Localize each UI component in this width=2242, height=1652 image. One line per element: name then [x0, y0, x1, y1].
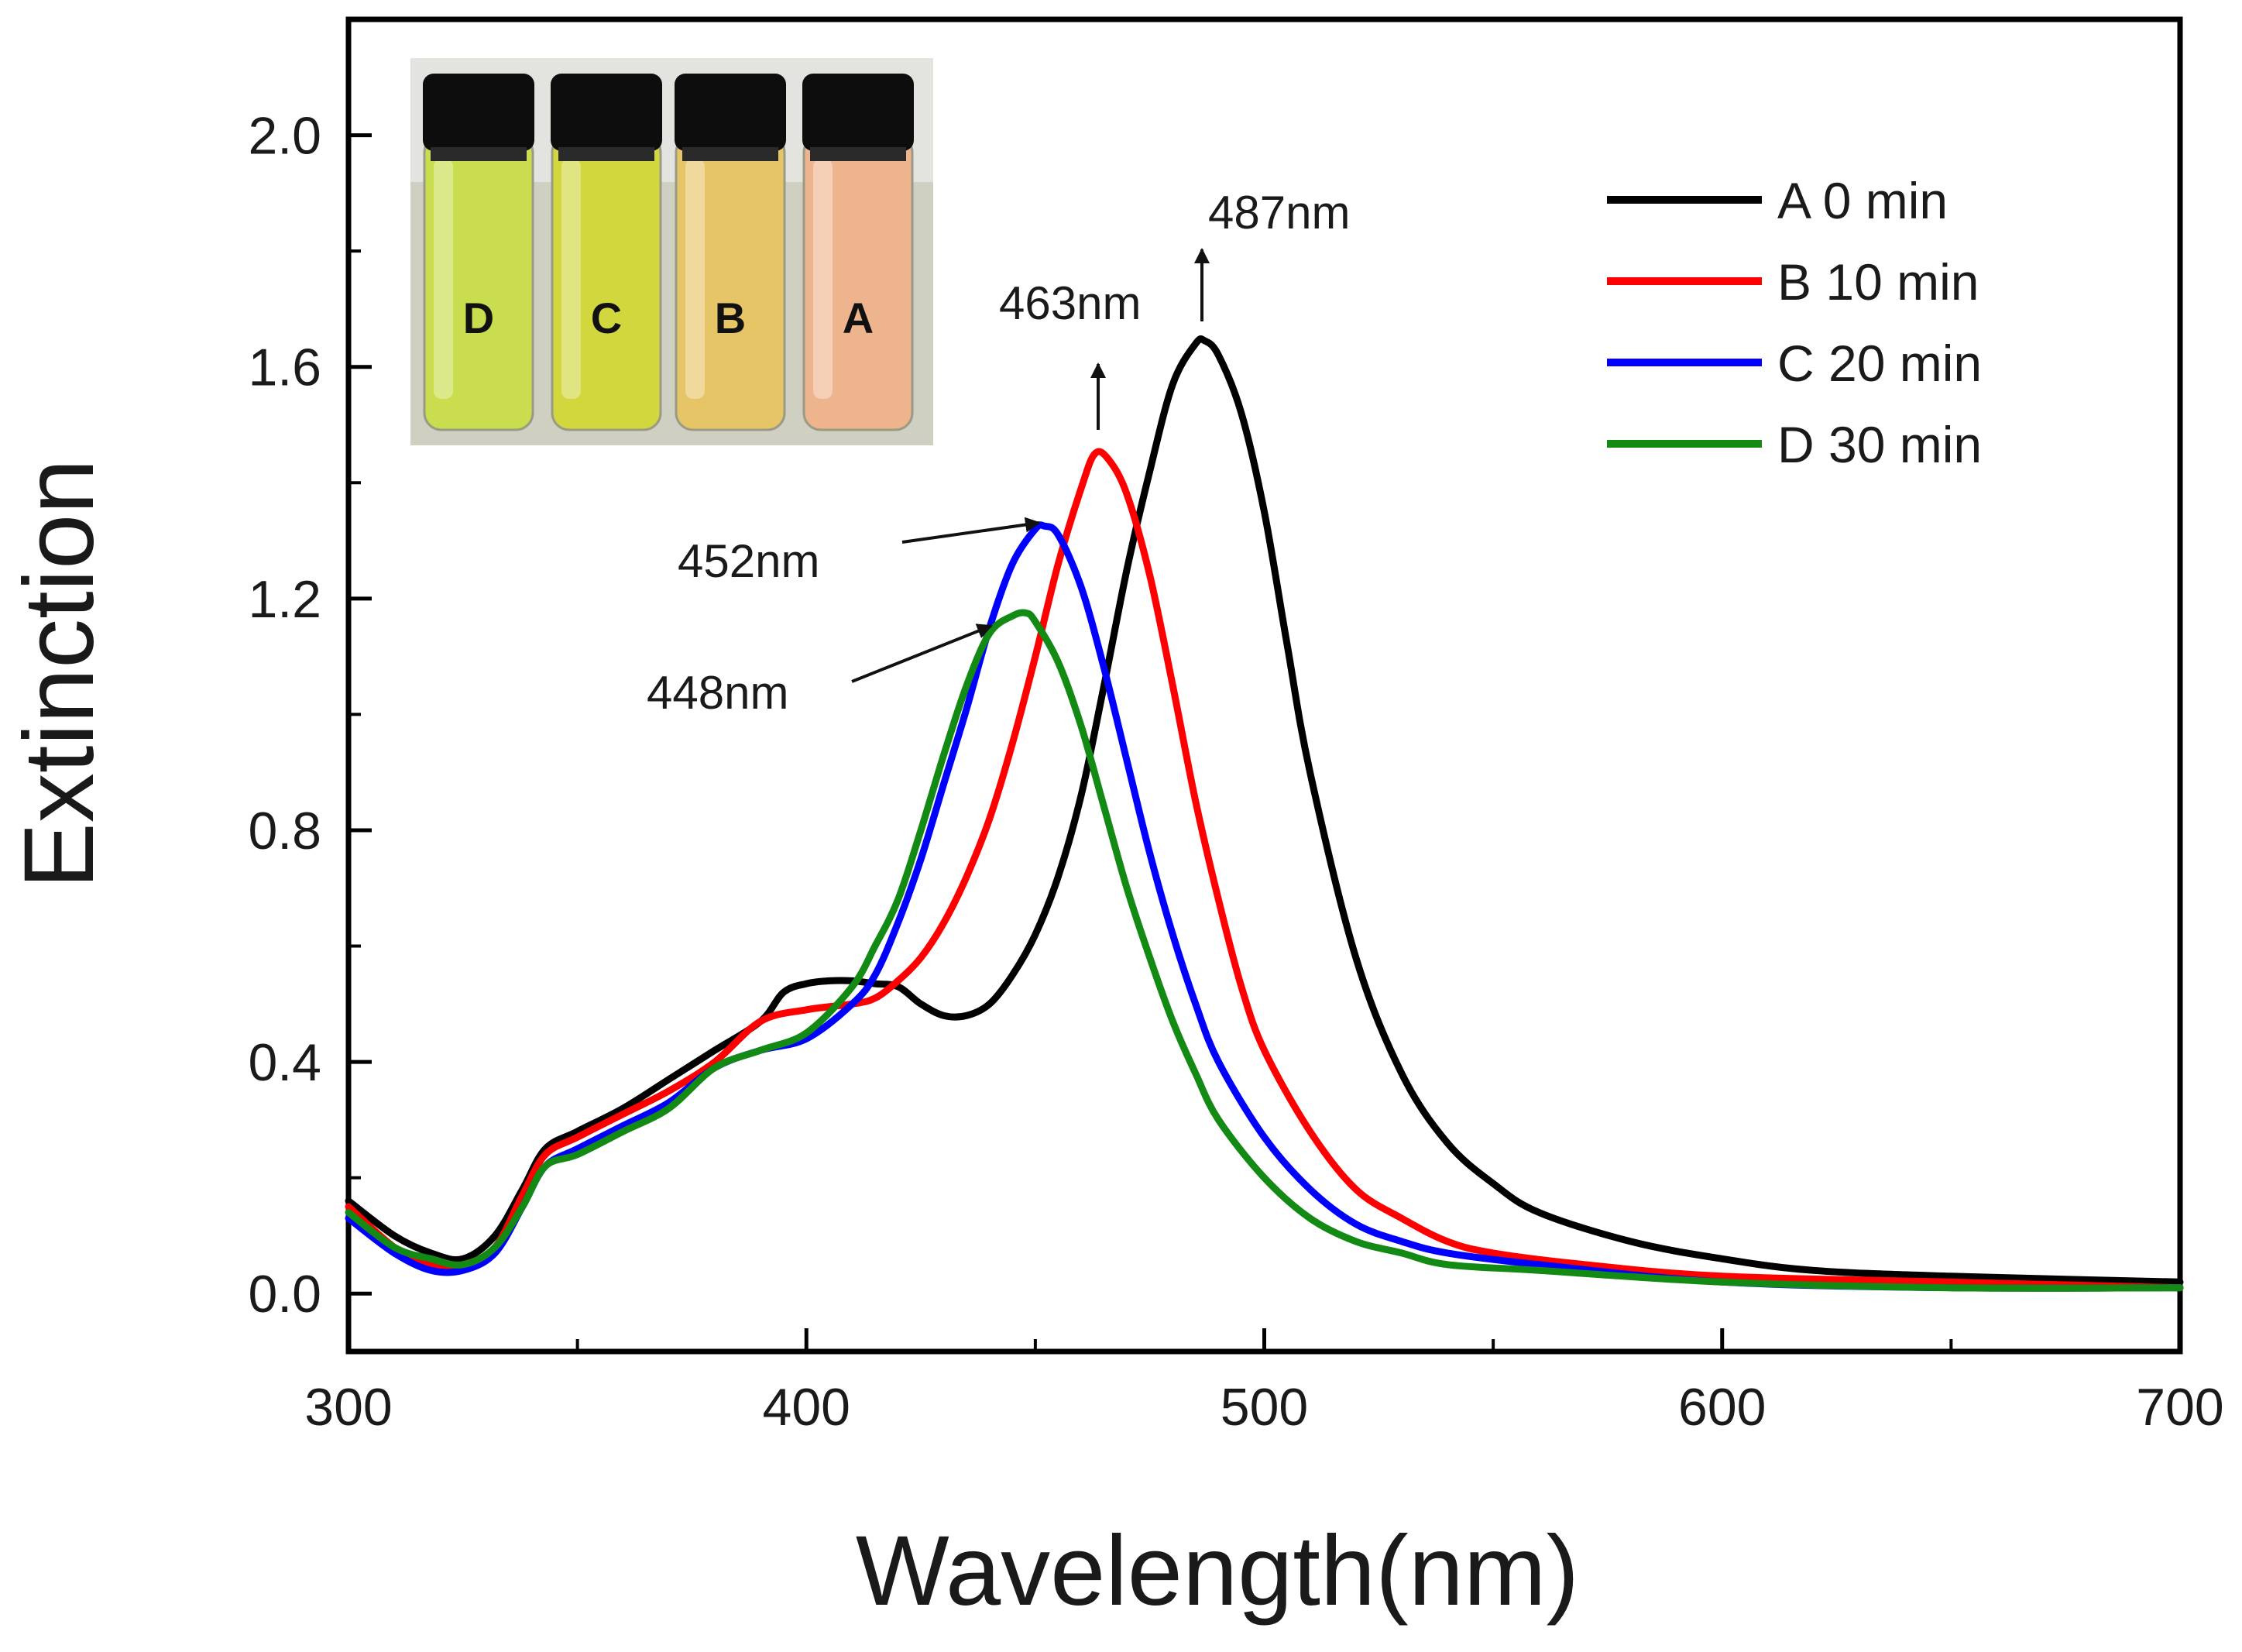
annotation-label-3: 448nm [647, 667, 788, 719]
y-tick-label-4: 1.6 [248, 338, 321, 397]
x-tick-label-300: 300 [304, 1378, 392, 1437]
series-line-1 [345, 448, 2184, 1292]
y-tick-label-1: 0.4 [248, 1033, 321, 1092]
vial-cap-ring [682, 147, 778, 161]
vial-label-A: A [843, 294, 874, 342]
y-axis-ticks: 0.0 0.4 0.8 1.2 1.6 2.0 [248, 18, 372, 1324]
y-tick-label-2: 0.8 [248, 802, 321, 860]
annotation-label-0: 487nm [1208, 187, 1350, 239]
annotation-arrow-2 [901, 517, 1041, 544]
series-line-3 [345, 609, 2184, 1292]
annotation-label-2: 452nm [678, 535, 819, 587]
y-tick-label-3: 1.2 [248, 570, 321, 629]
vial-label-B: B [715, 294, 746, 342]
vial-highlight [561, 159, 581, 399]
annotation-label-1: 463nm [999, 277, 1141, 329]
series-line-0 [345, 335, 2184, 1286]
vial-cap-A [802, 74, 914, 151]
legend-label-0: A 0 min [1777, 172, 1948, 229]
series-layer [345, 335, 2184, 1292]
x-tick-label-500: 500 [1221, 1378, 1308, 1437]
vial-cap-B [675, 74, 786, 151]
y-tick-label-5: 2.0 [248, 107, 321, 166]
vial-label-C: C [591, 294, 622, 342]
vial-highlight [813, 159, 833, 399]
vial-cap-ring [558, 147, 654, 161]
peak-annotations: 487nm 463nm 452nm 448nm [647, 187, 1350, 719]
legend-label-2: C 20 min [1777, 335, 1982, 392]
x-axis-title: Wavelength(nm) [856, 1516, 1579, 1626]
vial-highlight [434, 159, 453, 399]
y-axis-title: Extinction [4, 459, 115, 889]
legend: A 0 min B 10 min C 20 min D 30 min [1607, 172, 1982, 473]
x-tick-label-700: 700 [2136, 1378, 2223, 1437]
vial-highlight [685, 159, 705, 399]
legend-label-3: D 30 min [1777, 416, 1982, 473]
annotation-arrow-3 [851, 623, 993, 683]
x-tick-label-400: 400 [763, 1378, 850, 1437]
legend-label-1: B 10 min [1777, 253, 1979, 311]
vial-cap-ring [431, 147, 527, 161]
x-tick-label-600: 600 [1678, 1378, 1766, 1437]
y-tick-label-0: 0.0 [248, 1265, 321, 1324]
vial-cap-C [551, 74, 662, 151]
vial-label-D: D [463, 294, 494, 342]
vial-cap-D [423, 74, 534, 151]
x-axis-ticks: 300 400 500 600 700 [304, 1328, 2224, 1437]
vial-cap-ring [810, 147, 906, 161]
